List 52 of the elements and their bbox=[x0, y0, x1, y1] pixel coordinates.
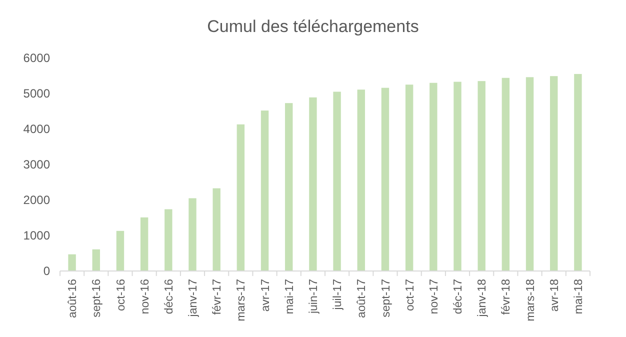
bar bbox=[478, 81, 486, 271]
x-tick-label: mars-17 bbox=[236, 279, 248, 322]
x-tick-label: déc-17 bbox=[452, 279, 465, 314]
bar bbox=[285, 103, 293, 271]
bar bbox=[309, 97, 317, 271]
y-tick-label: 6000 bbox=[23, 51, 50, 66]
bar bbox=[454, 82, 462, 271]
bar bbox=[405, 84, 414, 271]
x-tick-label: juin-17 bbox=[308, 279, 320, 315]
x-tick-label: déc-16 bbox=[163, 279, 176, 314]
bar bbox=[574, 74, 582, 271]
y-tick-label: 0 bbox=[43, 264, 50, 278]
bar bbox=[140, 217, 148, 271]
x-tick-label: oct-17 bbox=[404, 279, 416, 311]
y-tick-label: 2000 bbox=[23, 193, 50, 208]
bar bbox=[212, 188, 220, 271]
chart-title: Cumul des téléchargements bbox=[207, 17, 419, 36]
y-tick-label: 3000 bbox=[23, 158, 50, 172]
y-tick-label: 1000 bbox=[23, 228, 50, 243]
bar bbox=[357, 90, 365, 271]
x-tick-label: août-17 bbox=[356, 279, 368, 318]
x-tick-label: sept-17 bbox=[380, 279, 392, 318]
bar bbox=[381, 88, 390, 271]
bar bbox=[116, 230, 124, 271]
x-tick-label: nov-16 bbox=[139, 279, 152, 314]
bar bbox=[502, 78, 510, 271]
x-tick-label: mai-17 bbox=[284, 279, 296, 314]
x-tick-label: oct-16 bbox=[115, 279, 128, 311]
bar bbox=[430, 82, 438, 271]
bar bbox=[236, 124, 245, 271]
bar bbox=[526, 77, 534, 271]
bar bbox=[92, 249, 100, 271]
bar bbox=[164, 209, 172, 271]
x-tick-label: févr-17 bbox=[212, 279, 224, 315]
x-tick-label: févr-18 bbox=[500, 279, 513, 315]
x-tick-label: juil-17 bbox=[332, 279, 344, 311]
x-tick-label: avr-17 bbox=[260, 279, 272, 312]
x-tick-label: janv-18 bbox=[476, 279, 489, 318]
bar bbox=[333, 92, 341, 271]
x-tick-label: mai-18 bbox=[572, 279, 585, 314]
bar bbox=[550, 76, 558, 271]
bar bbox=[188, 198, 196, 271]
y-tick-label: 4000 bbox=[23, 122, 50, 136]
x-tick-label: janv-17 bbox=[188, 279, 200, 318]
x-tick-label: août-16 bbox=[67, 279, 80, 318]
x-tick-label: mars-18 bbox=[524, 279, 537, 322]
x-tick-label: nov-17 bbox=[428, 279, 440, 314]
x-tick-label: sept-16 bbox=[91, 279, 104, 318]
bar bbox=[260, 110, 269, 271]
bar bbox=[68, 254, 76, 271]
y-tick-label: 5000 bbox=[23, 86, 50, 101]
x-tick-label: avr-18 bbox=[548, 279, 561, 312]
